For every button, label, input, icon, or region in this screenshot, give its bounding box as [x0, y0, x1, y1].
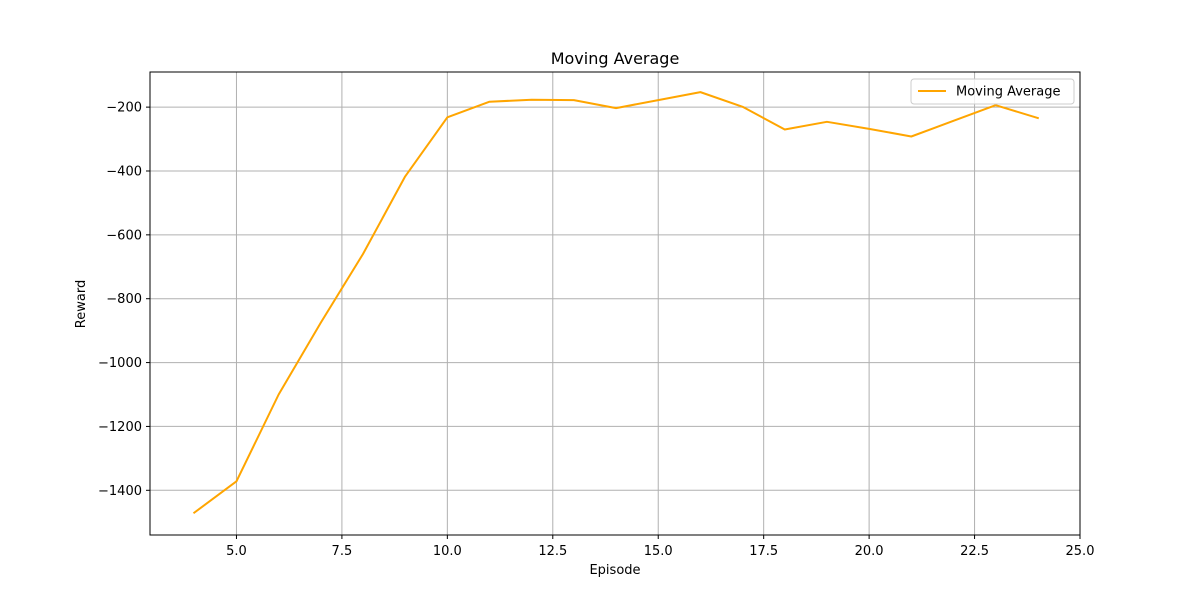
x-tick-label: 15.0 — [644, 544, 673, 559]
x-axis: 5.0 7.5 10.0 12.5 15.0 17.5 20.0 22.5 25.0 — [226, 535, 1094, 559]
plot-frame — [149, 71, 1081, 536]
data-point — [278, 394, 280, 396]
data-point — [615, 107, 617, 109]
data-point — [362, 253, 364, 255]
data-point — [573, 99, 575, 101]
series-layer — [192, 91, 1040, 515]
data-point — [910, 136, 912, 138]
y-axis: −1400 −1200 −1000 −800 −600 −400 −200 — [98, 101, 150, 499]
data-point — [1037, 117, 1039, 119]
x-axis-label: Episode — [589, 563, 640, 578]
x-tick-label: 22.5 — [960, 544, 989, 559]
x-tick-label: 17.5 — [749, 544, 778, 559]
data-point — [952, 120, 954, 122]
data-point — [193, 512, 195, 514]
legend-box — [910, 78, 1075, 105]
data-point — [826, 121, 828, 123]
legend-label: Moving Average — [956, 85, 1060, 100]
x-tick-label: 12.5 — [538, 544, 567, 559]
series-line — [192, 91, 1040, 515]
data-point — [404, 175, 406, 177]
y-tick-label: −1200 — [98, 420, 142, 435]
y-axis-label: Reward — [74, 280, 89, 328]
data-point — [995, 104, 997, 106]
data-point — [699, 91, 701, 93]
data-point — [446, 116, 448, 118]
chart-title: Moving Average — [551, 49, 680, 68]
data-point — [784, 128, 786, 130]
x-tick-label: 10.0 — [433, 544, 462, 559]
data-point — [657, 99, 659, 101]
y-tick-label: −800 — [106, 292, 142, 307]
x-tick-label: 7.5 — [332, 544, 353, 559]
data-point — [489, 101, 491, 103]
y-tick-label: −400 — [106, 164, 142, 179]
data-point — [235, 480, 237, 482]
data-point — [320, 322, 322, 324]
legend: Moving Average — [910, 78, 1075, 105]
data-point — [868, 128, 870, 130]
data-point — [742, 106, 744, 108]
x-tick-label: 20.0 — [855, 544, 884, 559]
y-tick-label: −1000 — [98, 356, 142, 371]
y-tick-label: −1400 — [98, 484, 142, 499]
y-tick-label: −600 — [106, 228, 142, 243]
y-tick-label: −200 — [106, 101, 142, 116]
x-tick-label: 25.0 — [1066, 544, 1095, 559]
x-tick-label: 5.0 — [226, 544, 247, 559]
data-point — [531, 99, 533, 101]
